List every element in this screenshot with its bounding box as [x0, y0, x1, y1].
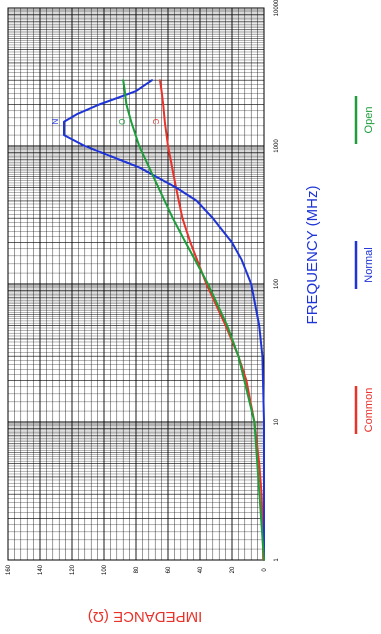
grid	[7, 7, 265, 561]
curve-label-common: C	[151, 119, 160, 125]
x-tick-label: 1	[274, 558, 280, 562]
x-tick-label: 100	[274, 278, 280, 289]
y-tick-label: 0	[262, 568, 268, 572]
legend-label-open: Open	[363, 107, 375, 134]
series-line-common	[159, 79, 265, 561]
y-tick-label: 80	[134, 566, 140, 573]
y-tick-label: 100	[102, 564, 108, 575]
y-tick-labels: 0 20 40 60 80 100 120 140 160	[6, 564, 268, 575]
y-tick-label: 20	[230, 566, 236, 573]
y-tick-label: 60	[166, 566, 172, 573]
y-tick-label: 40	[198, 566, 204, 573]
x-tick-label: 1000	[274, 139, 280, 153]
curve-label-normal: N	[50, 119, 59, 125]
y-tick-label: 120	[70, 564, 76, 575]
legend: Common Normal Open	[354, 96, 375, 434]
x-axis-title: FREQUENCY (MHz)	[304, 186, 321, 325]
y-tick-label: 140	[38, 564, 44, 575]
x-tick-labels: 1 10 100 1000 10000	[274, 0, 280, 562]
y-axis-title: IMPEDANCE (Ω)	[88, 608, 203, 625]
series-line-normal	[63, 79, 265, 561]
x-tick-label: 10	[274, 418, 280, 425]
x-tick-label: 10000	[274, 0, 280, 16]
legend-label-normal: Normal	[363, 247, 375, 282]
curves: CN O	[50, 79, 265, 561]
legend-label-common: Common	[363, 388, 375, 433]
series-line-open	[122, 79, 265, 561]
y-tick-label: 160	[6, 564, 12, 575]
curve-label-open: O	[117, 119, 126, 125]
